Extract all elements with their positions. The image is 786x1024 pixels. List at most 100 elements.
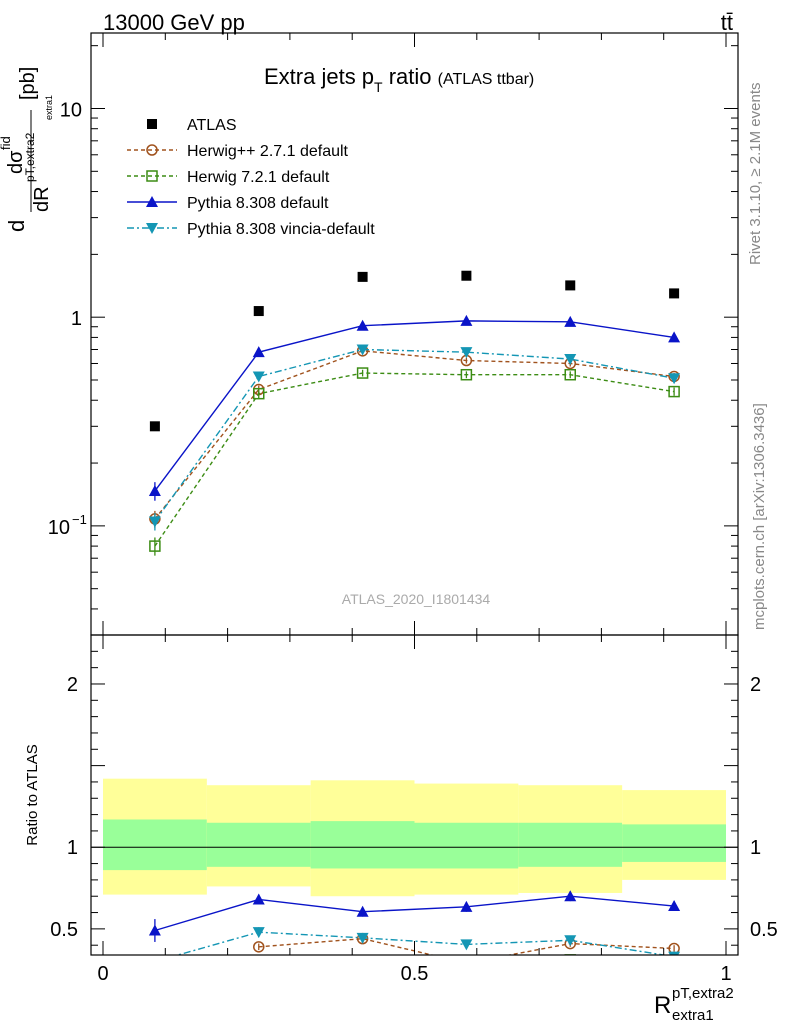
main-point-atlas (461, 270, 472, 281)
main-point-pythia-8-308-default (564, 315, 577, 327)
legend-marker (146, 144, 158, 156)
main-line-pythia-8-308-vincia-default (154, 348, 675, 522)
ratio-y-axis-label: Ratio to ATLAS (24, 744, 41, 845)
legend-marker (147, 119, 157, 129)
main-point-pythia-8-308-vincia-default (564, 354, 577, 366)
main-point-herwig-7-2-1-default (356, 367, 369, 379)
x-tick-label: 1 (720, 963, 731, 985)
ratio-panel: 0.5 0.5 1 1 2 2 0 0.5 1 Ratio to ATLAS (24, 634, 778, 985)
title-main-2: ratio (383, 64, 438, 89)
ratio-point-pythia-8-308-vincia-default (252, 927, 265, 939)
main-point-herwig-7-2-1-default (460, 368, 473, 381)
ylabel-fid: fid (0, 136, 13, 150)
main-line-pythia-8-308-default (154, 320, 675, 492)
ratio-point-herwig-7-2-1-default (669, 958, 679, 968)
ratio-y-tick-label-right: 0.5 (750, 919, 778, 941)
title-note: (ATLAS ttbar) (438, 71, 535, 88)
uncertainty-band-inner (518, 822, 623, 867)
process-label: tt̄ (721, 10, 733, 35)
legend-entry: ATLAS (147, 117, 237, 134)
legend-label: Pythia 8.308 vincia-default (187, 221, 375, 238)
ratio-point-herwig-7-2-1-default (150, 963, 160, 973)
title-main: Extra jets p (264, 64, 374, 89)
ratio-point-pythia-8-308-default (564, 890, 577, 902)
main-line-herwig-2-7-1-default (154, 350, 675, 520)
rivet-label: Rivet 3.1.10, ≥ 2.1M events (747, 83, 764, 266)
main-point-pythia-8-308-default (460, 314, 473, 326)
ratio-y-tick-label: 1 (67, 837, 78, 859)
main-point-pythia-8-308-default (668, 331, 681, 343)
uncertainty-band-inner (206, 822, 311, 867)
main-y-axis-label: d dσ fid dR pT,extra2 extra1 [pb] (0, 67, 54, 232)
ratio-point-pythia-8-308-vincia-default (460, 939, 473, 951)
ylabel-dsigma: dσ (5, 150, 27, 174)
uncertainty-band-inner (103, 819, 207, 871)
main-point-pythia-8-308-vincia-default (460, 347, 473, 359)
ratio-point-pythia-8-308-vincia-default (668, 951, 681, 955)
ratio-series-pythia-8-308-vincia-default (149, 927, 681, 968)
ratio-point-herwig-7-2-1-default (564, 954, 576, 955)
ratio-point-herwig-2-7-1-default (461, 958, 471, 968)
uncertainty-band-inner (414, 822, 519, 869)
ratio-point-pythia-8-308-default (460, 900, 473, 912)
main-point-atlas (669, 288, 680, 299)
main-y-tick-label: 10 (48, 517, 70, 539)
x-tick-label: 0 (97, 963, 108, 985)
main-point-pythia-8-308-default (148, 484, 161, 496)
ratio-y-tick-label: 0.5 (50, 919, 78, 941)
legend-label: ATLAS (187, 117, 237, 134)
main-point-atlas (149, 421, 160, 432)
main-series-herwig-2-7-1-default (149, 345, 680, 528)
ratio-point-herwig-2-7-1-default (253, 941, 265, 953)
legend-label: Herwig 7.2.1 default (187, 169, 330, 186)
main-y-tick-label: 1 (71, 308, 82, 330)
ylabel-subsub: extra1 (44, 95, 54, 120)
main-point-pythia-8-308-vincia-default (668, 373, 681, 385)
ylabel-dR: dR (31, 186, 53, 212)
main-y-tick-label: 10 (60, 99, 82, 121)
ylabel-unit: [pb] (17, 67, 39, 100)
ratio-line-pythia-8-308-vincia-default (175, 931, 669, 955)
ratio-point-herwig-7-2-1-default (461, 958, 471, 968)
main-y-tick-label-exp: −1 (72, 512, 87, 527)
main-line-herwig-7-2-1-default (154, 372, 675, 547)
ratio-point-pythia-8-308-default (356, 905, 369, 917)
main-point-pythia-8-308-default (356, 319, 369, 331)
ratio-point-pythia-8-308-vincia-default (149, 957, 161, 968)
main-point-atlas (357, 271, 368, 282)
ratio-series-herwig-2-7-1-default (253, 932, 680, 968)
ratio-y-tick-label-right: 2 (750, 674, 761, 696)
main-point-pythia-8-308-vincia-default (252, 371, 265, 383)
main-point-pythia-8-308-default (252, 346, 265, 358)
main-point-pythia-8-308-vincia-default (356, 344, 369, 356)
ratio-point-pythia-8-308-default (148, 924, 161, 936)
xlabel-sup: pT,extra2 (672, 985, 734, 1002)
legend-label: Herwig++ 2.7.1 default (187, 143, 349, 160)
xlabel-base: R (654, 992, 671, 1019)
energy-label: 13000 GeV pp (103, 10, 245, 35)
ratio-line-pythia-8-308-default (154, 895, 675, 932)
main-point-herwig-7-2-1-default (253, 387, 265, 400)
main-point-pythia-8-308-vincia-default (148, 516, 161, 528)
main-point-herwig-7-2-1-default (564, 368, 576, 381)
ratio-point-pythia-8-308-vincia-default (564, 935, 577, 947)
uncertainty-band-inner (310, 821, 415, 869)
ratio-point-pythia-8-308-vincia-default (356, 932, 369, 944)
x-axis-label: R pT,extra2 extra1 (654, 985, 734, 1024)
main-series-pythia-8-308-vincia-default (148, 344, 681, 531)
mcplots-label: mcplots.cern.ch [arXiv:1306.3436] (751, 403, 768, 630)
chart-title: Extra jets pT ratio (ATLAS ttbar) (264, 64, 534, 95)
title-sub: T (374, 79, 383, 95)
legend-marker (146, 196, 158, 207)
main-point-atlas (565, 280, 576, 291)
ratio-point-pythia-8-308-default (252, 893, 265, 905)
xlabel-sub: extra1 (672, 1007, 714, 1024)
main-series-pythia-8-308-default (148, 314, 681, 501)
ratio-series-pythia-8-308-default (148, 890, 681, 942)
ratio-point-herwig-7-2-1-default (254, 958, 264, 968)
ylabel-sub: pT,extra2 (23, 132, 37, 182)
ylabel-d: d (4, 220, 29, 232)
uncertainty-band-inner (622, 824, 726, 862)
